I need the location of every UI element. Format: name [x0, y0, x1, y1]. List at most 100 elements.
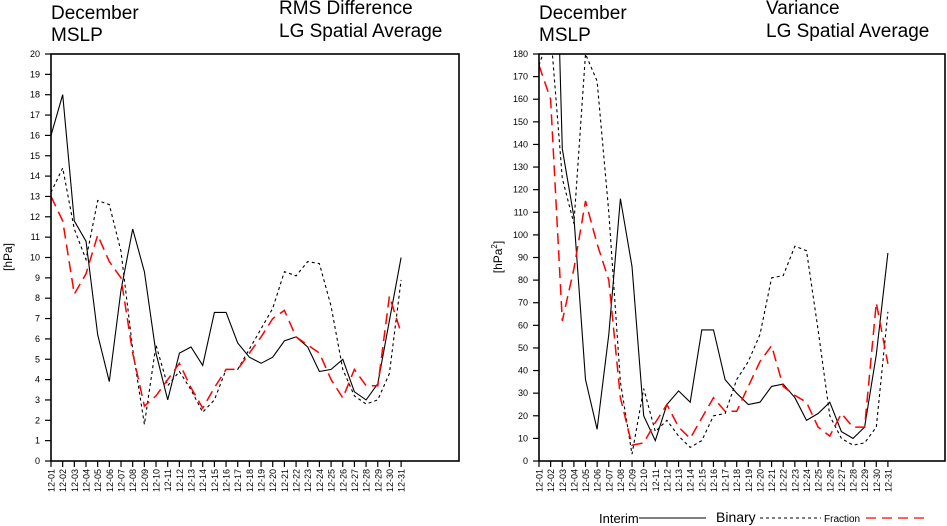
y-tick-label: 13 [30, 191, 40, 201]
legend-item-fraction: Fraction [824, 514, 930, 525]
y-tick-label: 1 [35, 436, 40, 446]
x-tick-label: 12-02 [58, 469, 68, 492]
x-tick-label: 12-08 [616, 469, 626, 492]
y-tick-label: 17 [30, 110, 40, 120]
y-tick-label: 130 [513, 162, 528, 172]
x-tick-label: 12-01 [47, 469, 57, 492]
x-tick-label: 12-06 [593, 469, 603, 492]
y-tick-label: 16 [30, 130, 40, 140]
x-tick-label: 12-22 [779, 469, 789, 492]
x-tick-label: 12-24 [802, 469, 812, 492]
x-tick-label: 12-12 [662, 469, 672, 492]
legend-label-fraction: Fraction [824, 514, 860, 525]
x-tick-label: 12-17 [721, 469, 731, 492]
y-tick-label: 3 [35, 395, 40, 405]
series-line-fraction [51, 196, 402, 410]
series-group [539, 54, 889, 455]
title-left-line2: MSLP [539, 25, 591, 46]
x-tick-label: 12-31 [397, 469, 407, 492]
x-tick-label: 12-10 [152, 469, 162, 492]
series-line-interim [559, 54, 889, 443]
y-tick-label: 60 [518, 320, 528, 330]
x-tick-label: 12-20 [755, 469, 765, 492]
x-tick-label: 12-07 [117, 469, 127, 492]
x-tick-label: 12-17 [233, 469, 243, 492]
x-tick-label: 12-05 [93, 469, 103, 492]
panel-rms-difference: December MSLP RMS Difference LG Spatial … [1, 0, 460, 492]
y-tick-label: 10 [518, 433, 528, 443]
y-tick-label: 20 [30, 49, 40, 59]
x-tick-label: 12-18 [732, 469, 742, 492]
y-tick-label: 0 [35, 456, 40, 466]
y-tick-label: 10 [30, 253, 40, 263]
y-tick-label: 19 [30, 69, 40, 79]
x-tick-label: 12-27 [837, 469, 847, 492]
y-tick-label: 4 [35, 375, 40, 385]
x-tick-label: 12-09 [140, 469, 150, 492]
series-line-fraction [539, 65, 889, 447]
x-tick-label: 12-20 [268, 469, 278, 492]
x-tick-label: 12-27 [350, 469, 360, 492]
x-tick-label: 12-15 [210, 469, 220, 492]
x-tick-label: 12-11 [163, 469, 173, 491]
x-tick-label: 12-01 [535, 469, 545, 492]
y-tick-label: 170 [513, 72, 528, 82]
y-tick-label: 120 [513, 185, 528, 195]
y-tick-label: 40 [518, 366, 528, 376]
title-right-line1: Variance [766, 0, 840, 19]
y-tick-label: 160 [513, 94, 528, 104]
y-tick-label: 110 [514, 207, 528, 217]
x-tick-label: 12-19 [744, 469, 754, 492]
x-tick-label: 12-03 [558, 469, 568, 492]
x-tick-label: 12-13 [187, 469, 197, 492]
y-tick-label: 14 [30, 171, 40, 181]
y-axis-label-end: ] [491, 241, 505, 244]
x-tick-label: 12-04 [82, 469, 92, 492]
y-tick-label: 30 [518, 388, 528, 398]
y-tick-label: 18 [30, 90, 40, 100]
x-tick-label: 12-15 [697, 469, 707, 492]
x-tick-label: 12-24 [315, 469, 325, 492]
y-axis-label-base: [hPa [491, 248, 505, 273]
x-tick-label: 12-25 [327, 469, 337, 492]
x-tick-label: 12-03 [70, 469, 80, 492]
x-tick-label: 12-05 [581, 469, 591, 492]
x-tick-label: 12-28 [362, 469, 372, 492]
legend-label-binary: Binary [716, 509, 756, 525]
y-tick-label: 11 [31, 232, 40, 242]
x-tick-label: 12-16 [222, 469, 232, 492]
legend-label-interim: Interim [599, 511, 639, 526]
x-tick-label: 12-23 [790, 469, 800, 492]
x-tick-label: 12-30 [872, 469, 882, 492]
y-tick-label: 70 [518, 298, 528, 308]
y-tick-label: 8 [35, 293, 40, 303]
y-tick-label: 50 [518, 343, 528, 353]
x-tick-label: 12-26 [338, 469, 348, 492]
x-tick-label: 12-14 [198, 469, 208, 492]
x-tick-label: 12-28 [849, 469, 859, 492]
plot-frame [50, 53, 460, 462]
x-tick-label: 12-08 [128, 469, 138, 492]
x-tick-label: 12-26 [825, 469, 835, 492]
y-tick-label: 12 [30, 212, 40, 222]
x-tick-label: 12-16 [709, 469, 719, 492]
x-tick-label: 12-10 [639, 469, 649, 492]
legend-item-interim: Interim [599, 511, 706, 526]
x-tick-label: 12-12 [175, 469, 185, 492]
series-group [51, 94, 402, 425]
x-tick-label: 12-07 [604, 469, 614, 492]
y-axis-label: [hPa2] [490, 241, 505, 273]
legend-item-binary: Binary [716, 509, 821, 525]
x-tick-label: 12-06 [105, 469, 115, 492]
title-left-line2: MSLP [51, 25, 103, 46]
series-line-binary [51, 166, 402, 425]
title-left-line1: December [539, 3, 627, 24]
y-tick-label: 150 [513, 117, 528, 127]
title-left-line1: December [51, 3, 139, 24]
y-tick-label: 15 [30, 151, 40, 161]
panel-variance: December MSLP Variance LG Spatial Averag… [490, 0, 946, 492]
y-tick-label: 7 [35, 314, 40, 324]
y-tick-label: 80 [518, 275, 528, 285]
y-tick-label: 5 [35, 354, 40, 364]
